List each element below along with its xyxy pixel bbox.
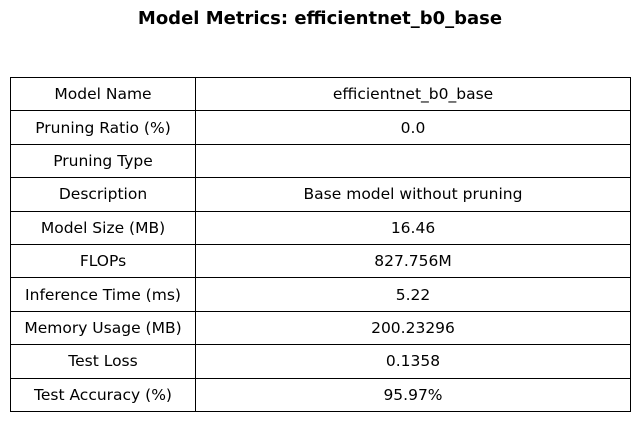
row-value: 827.756M <box>195 243 631 279</box>
table-row: Pruning Type <box>10 143 631 179</box>
row-value: 200.23296 <box>195 310 631 346</box>
row-label: Description <box>10 177 196 212</box>
row-value: 16.46 <box>195 210 631 245</box>
row-value: 0.0 <box>195 110 631 145</box>
row-label: Memory Usage (MB) <box>10 310 196 346</box>
row-label: FLOPs <box>10 243 196 279</box>
table-row: Model Size (MB) 16.46 <box>10 210 631 245</box>
chart-title: Model Metrics: efficientnet_b0_base <box>137 8 503 29</box>
table-row: FLOPs 827.756M <box>10 243 631 279</box>
table-row: Pruning Ratio (%) 0.0 <box>10 110 631 145</box>
table-row: Test Loss 0.1358 <box>10 344 631 379</box>
table-row: Description Base model without pruning <box>10 177 631 212</box>
row-value: 5.22 <box>195 277 631 312</box>
table-row: Test Accuracy (%) 95.97% <box>10 377 631 412</box>
row-value: 95.97% <box>195 377 631 412</box>
row-label: Model Name <box>10 76 196 112</box>
row-label: Test Accuracy (%) <box>10 377 196 412</box>
row-value: Base model without pruning <box>195 177 631 212</box>
row-value <box>195 143 631 179</box>
row-label: Test Loss <box>10 344 196 379</box>
row-label: Pruning Ratio (%) <box>10 110 196 145</box>
row-value: efficientnet_b0_base <box>195 76 631 112</box>
row-value: 0.1358 <box>195 344 631 379</box>
table-row: Inference Time (ms) 5.22 <box>10 277 631 312</box>
row-label: Model Size (MB) <box>10 210 196 245</box>
table-row: Memory Usage (MB) 200.23296 <box>10 310 631 346</box>
metrics-table: Model Name efficientnet_b0_base Pruning … <box>10 76 631 412</box>
table-row: Model Name efficientnet_b0_base <box>10 76 631 112</box>
row-label: Pruning Type <box>10 143 196 179</box>
row-label: Inference Time (ms) <box>10 277 196 312</box>
